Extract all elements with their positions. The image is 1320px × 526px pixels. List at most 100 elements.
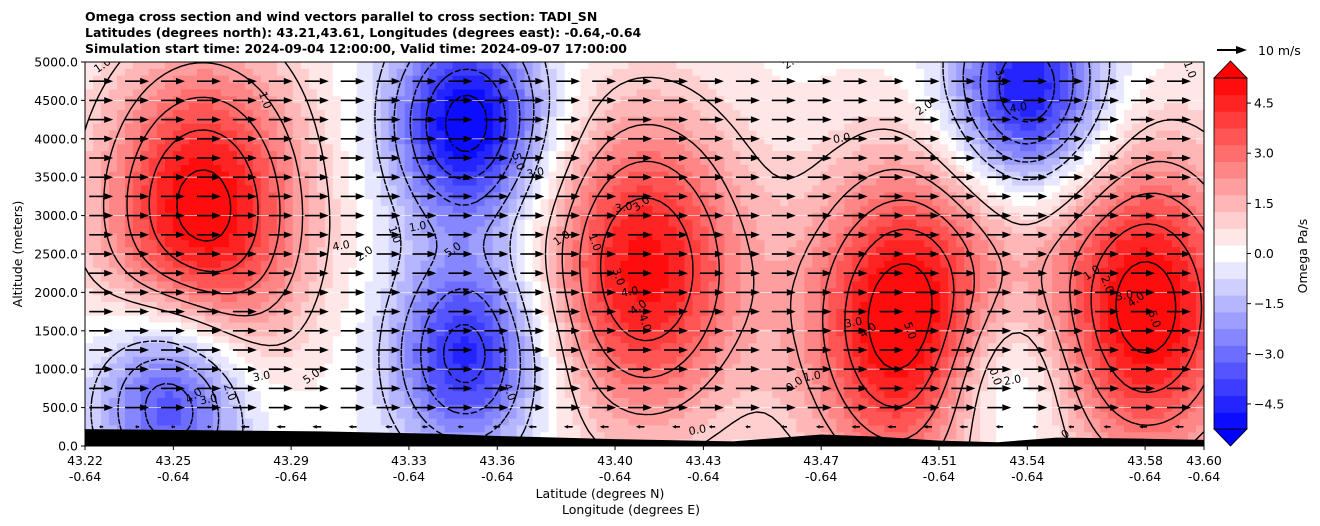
omega-cell [772,178,781,187]
omega-cell [988,68,997,77]
omega-cell [964,281,973,289]
omega-cell [636,151,646,159]
omega-cell [1020,260,1029,269]
omega-cell [468,82,478,91]
omega-cell [516,62,526,70]
omega-cell [484,123,494,132]
omega-cell [532,123,542,132]
omega-cell [476,247,486,255]
omega-cell [676,254,686,262]
omega-cell [92,89,102,97]
omega-cell [892,219,901,228]
omega-cell [564,158,574,166]
omega-cell [212,130,222,139]
omega-cell [1076,254,1085,262]
omega-cell [836,260,845,269]
omega-cell [676,123,686,132]
omega-cell [340,82,350,91]
omega-cell [980,240,989,248]
omega-cell [588,226,598,235]
omega-cell [252,212,262,221]
omega-cell [628,267,638,276]
omega-cell [644,89,654,97]
omega-cell [1132,281,1141,289]
omega-cell [548,274,558,283]
omega-cell [388,274,398,283]
omega-cell [596,247,606,255]
omega-cell [236,68,246,77]
omega-cell [892,130,901,139]
omega-cell [1116,144,1125,152]
omega-cell [348,260,358,269]
omega-cell [1148,185,1157,193]
omega-cell [636,185,646,193]
omega-cell [692,158,702,166]
omega-cell [924,144,933,152]
omega-cell [300,116,310,125]
omega-cell [940,206,949,214]
omega-cell [356,199,366,207]
omega-cell [668,158,678,166]
omega-cell [476,116,486,125]
omega-cell [1020,75,1029,84]
omega-cell [924,68,933,77]
omega-cell [140,62,150,70]
omega-cell [796,178,805,187]
omega-cell [1084,254,1093,262]
omega-cell [85,247,94,255]
omega-cell [1180,260,1189,269]
omega-cell [980,68,989,77]
omega-cell [884,137,893,145]
omega-cell [508,185,518,193]
omega-cell [772,68,781,77]
omega-cell [404,295,414,303]
omega-cell [1092,178,1101,187]
omega-cell [868,281,877,289]
omega-cell [684,260,694,269]
omega-cell [660,219,670,228]
omega-cell [284,254,294,262]
omega-cell [660,302,670,310]
omega-cell [276,295,286,303]
omega-cell [204,89,214,97]
omega-cell [884,151,893,159]
omega-cell [884,274,893,283]
omega-cell [1156,137,1165,145]
omega-cell [452,302,462,310]
omega-cell [436,158,446,166]
omega-cell [340,171,350,180]
omega-cell [916,260,925,269]
omega-cell [236,103,246,111]
omega-cell [348,68,358,77]
omega-cell [892,144,901,152]
omega-cell [212,62,222,70]
omega-cell [268,260,278,269]
omega-cell [948,164,957,173]
omega-cell [164,89,174,97]
omega-cell [1044,226,1053,235]
omega-cell [140,274,150,283]
omega-cell [1004,206,1013,214]
omega-cell [100,123,110,132]
omega-cell [1132,103,1141,111]
omega-cell [236,89,246,97]
omega-cell [492,123,502,132]
omega-cell [892,206,901,214]
omega-cell [1028,199,1037,207]
omega-cell [356,137,366,145]
omega-cell [596,82,606,91]
omega-cell [964,68,973,77]
omega-cell [244,185,254,193]
omega-cell [772,206,781,214]
omega-cell [1156,206,1165,214]
omega-cell [500,254,510,262]
omega-cell [436,260,446,269]
omega-cell [1124,267,1133,276]
omega-cell [404,144,414,152]
omega-cell [220,144,230,152]
omega-cell [852,158,861,166]
omega-cell [588,240,598,248]
omega-cell [268,219,278,228]
omega-cell [764,260,773,269]
omega-cell [596,151,606,159]
